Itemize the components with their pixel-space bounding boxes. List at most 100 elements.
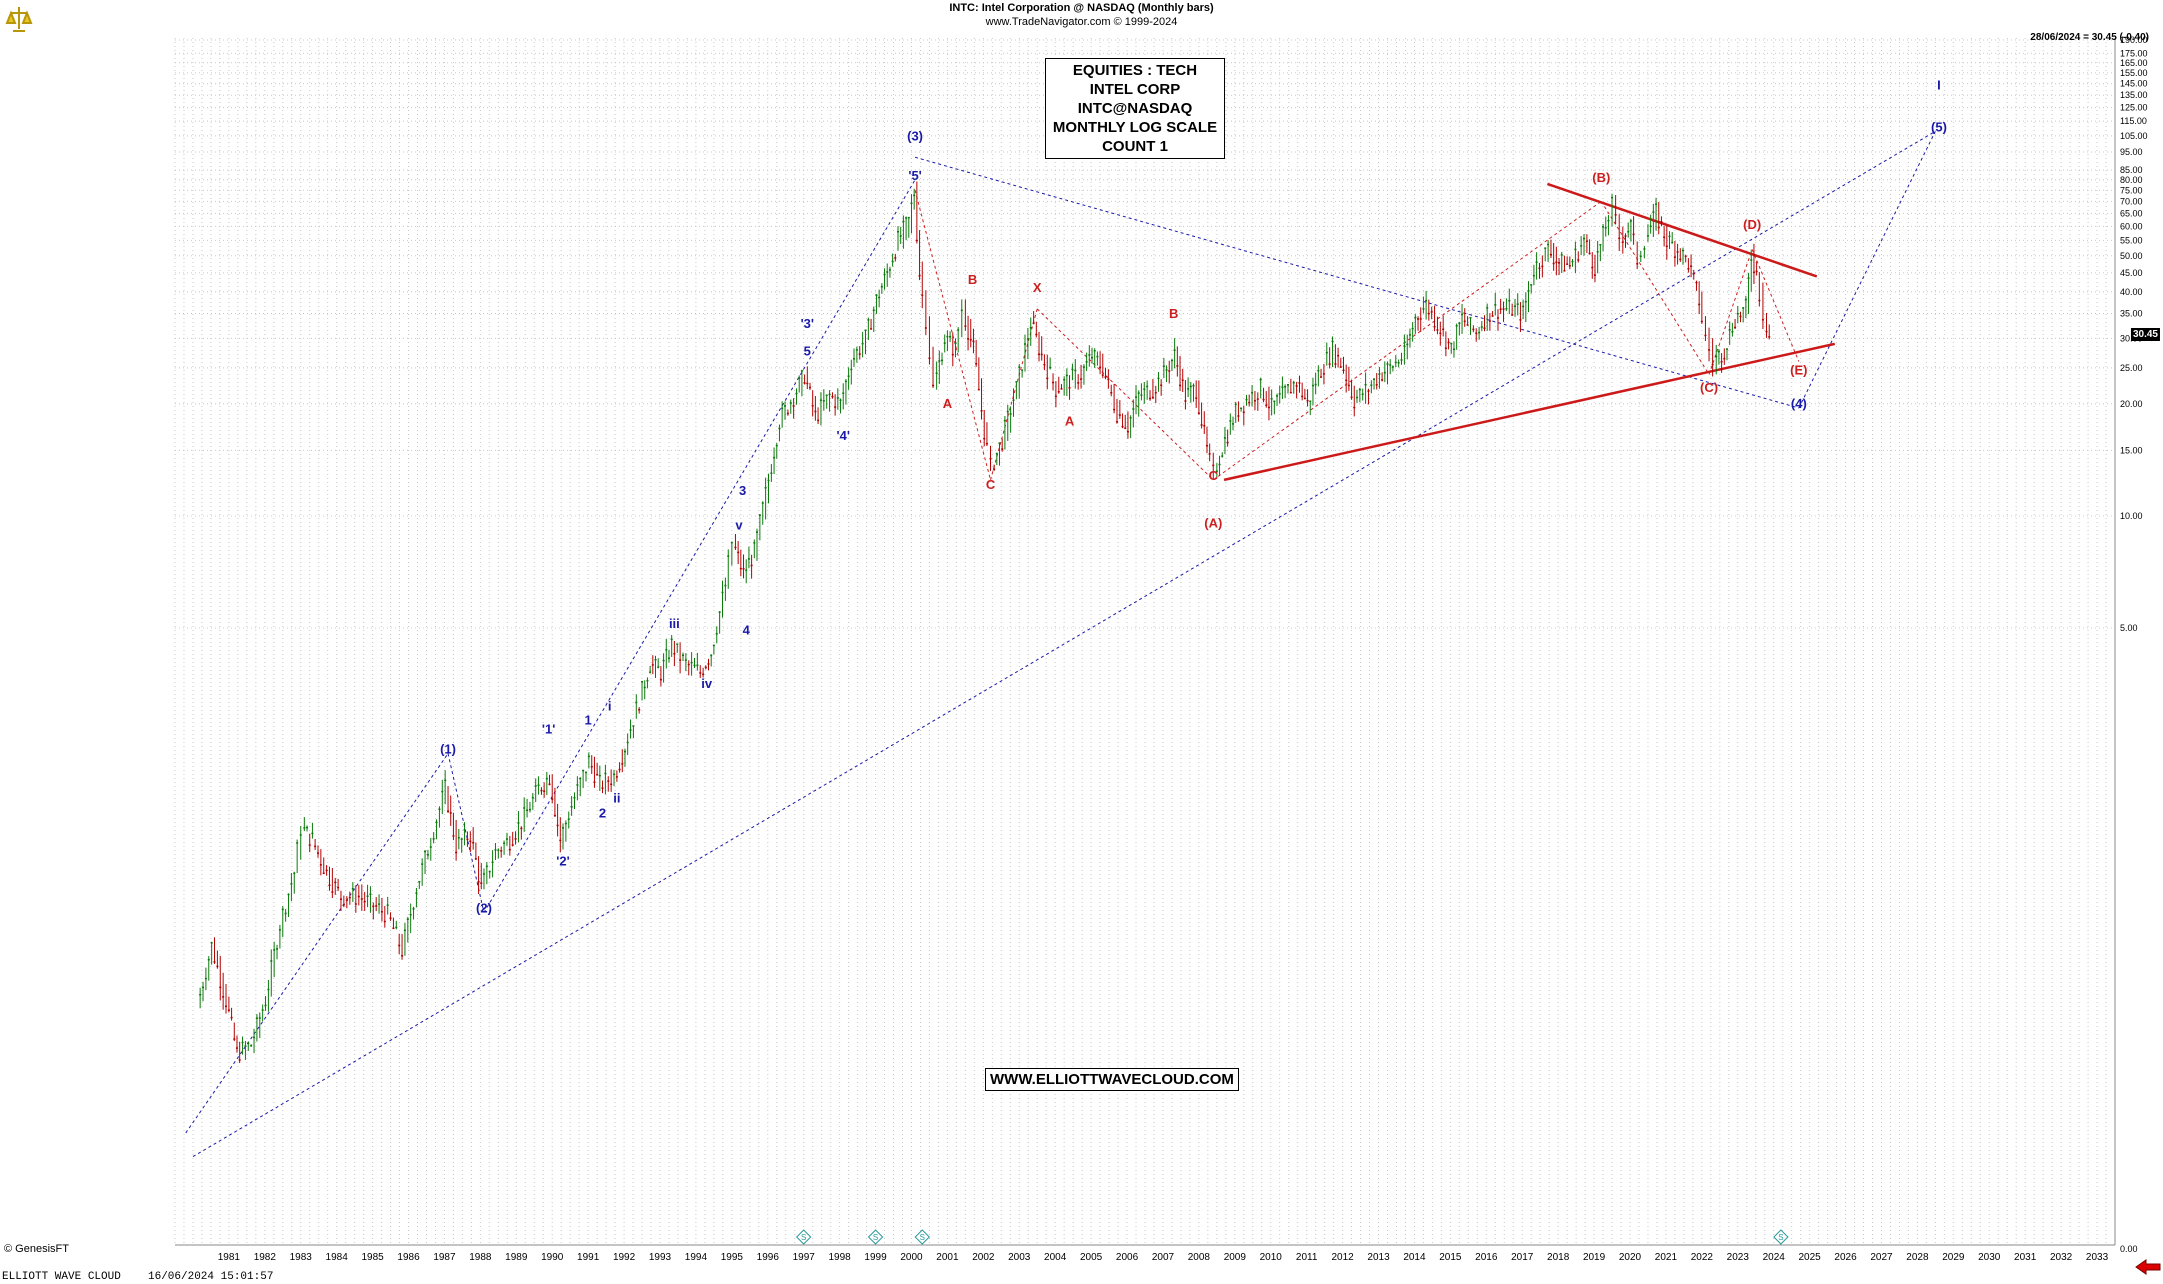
diamond-s-marker-icon — [795, 1229, 812, 1245]
wave-label-red: (A) — [1204, 516, 1222, 531]
x-axis: 1981 1982 1983 1984 1985 1986 1987 1988 1989 1990… — [175, 1244, 2115, 1263]
x-tick-label: 1993 — [649, 1252, 672, 1263]
info-line: INTEL CORP — [1089, 81, 1181, 98]
x-tick-label: 1986 — [397, 1252, 420, 1263]
y-tick-label: 70.00 — [2120, 196, 2143, 206]
x-tick-label: 2027 — [1870, 1252, 1893, 1263]
x-tick-label: 2020 — [1619, 1252, 1642, 1263]
x-tick-label: 2016 — [1475, 1252, 1498, 1263]
wave-label-blue: 4 — [743, 623, 751, 638]
y-tick-label: 175.00 — [2120, 48, 2148, 58]
x-tick-label: 2028 — [1906, 1252, 1929, 1263]
x-tick-label: 2012 — [1331, 1252, 1354, 1263]
wave-label-layer: (1)(2)'1''2'12iiiiiiivv345'3''4''5'(3)(4… — [440, 77, 1947, 915]
trendline — [1708, 249, 1753, 375]
x-tick-label: 2033 — [2086, 1252, 2109, 1263]
x-tick-label: 1987 — [433, 1252, 456, 1263]
wave-label-blue: '4' — [837, 428, 850, 443]
y-tick-label: 55.00 — [2120, 235, 2143, 245]
x-tick-label: 2029 — [1942, 1252, 1965, 1263]
wave-label-blue: '3' — [801, 316, 814, 331]
x-tick-label: 2004 — [1044, 1252, 1067, 1263]
wave-label-red: (D) — [1743, 217, 1761, 232]
diamond-s-marker-icon — [914, 1229, 930, 1245]
trendline — [1751, 249, 1800, 362]
y-tick-label: 65.00 — [2120, 208, 2143, 218]
x-tick-label: 1999 — [864, 1252, 887, 1263]
trendline-layer — [185, 130, 1936, 1158]
x-tick-label: 2018 — [1547, 1252, 1570, 1263]
wave-label-blue: ii — [613, 790, 620, 805]
wave-label-blue: '5' — [908, 168, 921, 183]
y-tick-label: 45.00 — [2120, 268, 2143, 278]
wave-label-red: C — [986, 477, 996, 492]
x-tick-label: 1988 — [469, 1252, 492, 1263]
y-tick-label: 80.00 — [2120, 175, 2143, 185]
last-price-badge: 30.45 — [2130, 328, 2160, 341]
red-arrow-left-icon — [2134, 1258, 2162, 1281]
marker-label: S — [801, 1233, 806, 1242]
x-tick-label: 2009 — [1224, 1252, 1247, 1263]
x-tick-label: 2032 — [2050, 1252, 2073, 1263]
wave-label-blue: 1 — [585, 713, 592, 728]
x-tick-label: 1990 — [541, 1252, 564, 1263]
wave-label-blue: 5 — [804, 343, 811, 358]
x-tick-label: 1994 — [685, 1252, 708, 1263]
x-tick-label: 1997 — [793, 1252, 816, 1263]
chart-subtitle: www.TradeNavigator.com © 1999-2024 — [985, 16, 1178, 28]
footer-brand: ELLIOTT WAVE CLOUD — [2, 1271, 121, 1283]
x-tick-label: 2013 — [1367, 1252, 1390, 1263]
wave-label-red: B — [968, 272, 977, 287]
y-tick-label: 190.00 — [2120, 35, 2148, 45]
wave-label-blue: '1' — [542, 722, 555, 737]
last-quote-label: 28/06/2024 = 30.45 (-0.40) — [2030, 32, 2149, 43]
candlestick-layer — [199, 181, 1771, 1064]
y-tick-label: 35.00 — [2120, 308, 2143, 318]
wave-label-blue: (2) — [476, 901, 492, 916]
x-tick-label: 2006 — [1116, 1252, 1139, 1263]
x-tick-label: 2030 — [1978, 1252, 2001, 1263]
x-tick-label: 2024 — [1763, 1252, 1786, 1263]
y-tick-label: 15.00 — [2120, 445, 2143, 455]
x-tick-label: 2000 — [900, 1252, 923, 1263]
trendline — [1600, 201, 1710, 375]
y-tick-label: 75.00 — [2120, 185, 2143, 195]
wave-label-blue: I — [1937, 77, 1941, 92]
wave-label-blue: i — [608, 699, 612, 714]
y-tick-label: 165.00 — [2120, 58, 2148, 68]
y-tick-label: 125.00 — [2120, 103, 2148, 113]
copyright-label: © GenesisFT — [4, 1243, 69, 1255]
trendline — [1798, 131, 1936, 409]
x-tick-label: 2010 — [1260, 1252, 1283, 1263]
chart-title: INTC: Intel Corporation @ NASDAQ (Monthl… — [949, 2, 1214, 14]
wave-label-red: B — [1169, 306, 1178, 321]
y-tick-label: 50.00 — [2120, 251, 2143, 261]
x-tick-label: 1998 — [829, 1252, 852, 1263]
y-tick-label: 25.00 — [2120, 363, 2143, 373]
y-tick-label: 115.00 — [2120, 116, 2147, 126]
x-tick-label: 1996 — [757, 1252, 780, 1263]
y-tick-label: 145.00 — [2120, 79, 2148, 89]
trendline — [185, 753, 449, 1134]
x-tick-label: 1983 — [290, 1252, 313, 1263]
trendline — [914, 190, 992, 481]
x-tick-label: 1995 — [721, 1252, 744, 1263]
y-tick-label: 95.00 — [2120, 147, 2143, 157]
trendline — [483, 179, 916, 913]
x-tick-label: 1985 — [361, 1252, 384, 1263]
wave-label-red: A — [1065, 413, 1075, 428]
footer-timestamp: 16/06/2024 15:01:57 — [148, 1271, 274, 1283]
wave-label-blue: 3 — [739, 483, 746, 498]
x-tick-label: 1982 — [254, 1252, 277, 1263]
info-line: INTC@NASDAQ — [1077, 100, 1193, 117]
x-tick-label: 2021 — [1655, 1252, 1678, 1263]
x-tick-label: 1991 — [577, 1252, 600, 1263]
website-label: WWW.ELLIOTTWAVECLOUD.COM — [985, 1068, 1239, 1091]
wave-label-blue: (3) — [907, 129, 923, 144]
wave-label-blue: '2' — [556, 854, 569, 869]
x-tick-label: 2022 — [1691, 1252, 1714, 1263]
marker-label: S — [873, 1233, 878, 1242]
x-tick-label: 2003 — [1008, 1252, 1031, 1263]
x-tick-label: 2025 — [1799, 1252, 1822, 1263]
